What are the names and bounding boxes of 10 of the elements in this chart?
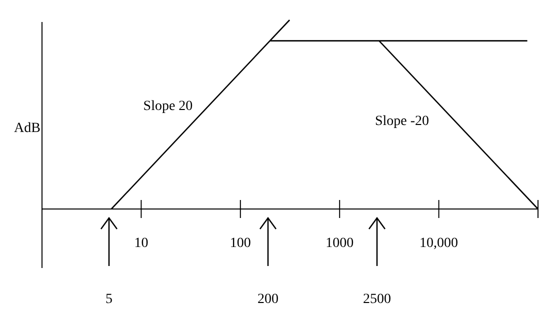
text: 200 [258, 292, 278, 307]
text: 5 [106, 292, 112, 307]
x-tick-label: 100 [230, 236, 251, 251]
annotation: Slope -20 [374, 114, 430, 129]
x-tick-label: 10 [134, 236, 148, 251]
x-tick-label: 1000 [326, 236, 354, 251]
annotation: Slope 20 [143, 99, 193, 114]
x-tick-label: 10,000 [420, 236, 458, 251]
text: 2500 [363, 292, 391, 307]
y-axis-title: AdB [14, 121, 40, 136]
